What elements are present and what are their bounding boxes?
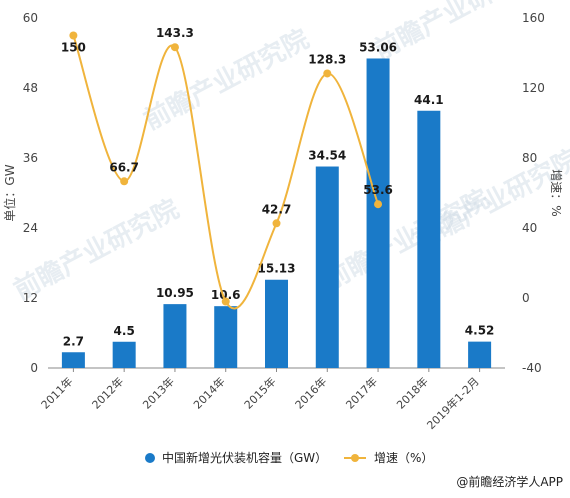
bar-data-label: 15.13 [258,262,296,276]
growth-point [221,297,230,306]
left-axis-tick-label: 12 [23,291,38,305]
x-tick-label: 2013年 [140,374,177,411]
left-axis-tick-label: 36 [23,151,38,165]
bar-data-label: 53.06 [359,40,397,54]
bar-labels: 2.7 4.5 10.95 10.6 15.13 34.54 53.06 44.1 4.52 [63,40,495,348]
growth-data-label: 42.7 [262,202,292,216]
x-tick-label: 2016年 [292,374,329,411]
right-axis-tick-label: -40 [522,361,542,375]
x-tick-label: 2015年 [241,374,278,411]
left-axis-tick-label: 0 [30,361,38,375]
bar-data-label: 44.1 [414,93,444,107]
x-tick-label: 2011年 [38,374,75,411]
right-axis-tick-label: 0 [522,291,530,305]
bar [61,352,85,368]
growth-data-label: 143.3 [156,26,194,40]
legend-line-dot [351,454,359,462]
line-series [69,31,383,310]
bar [366,58,390,368]
growth-point [170,43,179,52]
bar-series [61,58,492,368]
right-axis-tick-label: 160 [522,11,545,25]
watermark-text: 前瞻产业研究院 [369,0,544,66]
left-axis-tick-label: 48 [23,81,38,95]
right-axis-title: 增速：% [549,169,563,216]
x-tick-label: 2019年1-2月 [424,374,482,432]
x-tick-label: 2014年 [190,374,227,411]
watermark-text: 前瞻产业研究院 [139,23,314,136]
x-tick-label: 2018年 [393,374,430,411]
legend-line-label: 增速（%） [374,451,433,465]
legend-bar-label: 中国新增光伏装机容量（GW） [162,450,327,465]
bar [315,166,339,368]
left-axis-tick-label: 60 [23,11,38,25]
left-axis-title: 单位：GW [2,164,17,221]
source-credit: @前瞻经济学人APP [456,474,563,489]
growth-point [69,31,78,40]
bar-data-label: 4.5 [114,324,135,338]
bar-data-label: 10.6 [211,288,241,302]
growth-data-label: 66.7 [109,160,139,174]
growth-data-label: 128.3 [308,52,346,66]
x-tick-label: 2012年 [89,374,126,411]
x-tick-label: 2017年 [343,374,380,411]
legend-bar-marker [145,453,155,463]
bar-data-label: 2.7 [63,334,84,348]
left-axis-tick-label: 24 [23,221,38,235]
growth-data-label: 53.6 [363,183,393,197]
legend: 中国新增光伏装机容量（GW） 增速（%） [145,450,433,465]
right-axis-tick-label: 40 [522,221,537,235]
bar [265,279,288,368]
growth-data-label: 150 [61,41,86,55]
bar-data-label: 34.54 [308,149,346,163]
growth-point [374,200,383,209]
bar [112,341,136,368]
bar-data-label: 10.95 [156,286,194,300]
growth-point [120,177,129,186]
bar [468,341,492,368]
bar-data-label: 4.52 [465,324,495,338]
left-axis-ticks: 0 12 24 36 48 60 [23,11,38,375]
x-axis-ticks: 2011年 2012年 2013年 2014年 2015年 2016年 2017年 2018年… [38,368,482,432]
growth-point [323,69,332,78]
bar [163,304,187,368]
bar [417,110,441,368]
right-axis-tick-label: 120 [522,81,545,95]
bar [214,306,238,368]
growth-point [272,219,281,228]
right-axis-ticks: -40 0 40 80 120 160 [522,11,545,375]
right-axis-tick-label: 80 [522,151,537,165]
line-labels: 150 66.7 143.3 42.7 128.3 53.6 [61,26,393,216]
